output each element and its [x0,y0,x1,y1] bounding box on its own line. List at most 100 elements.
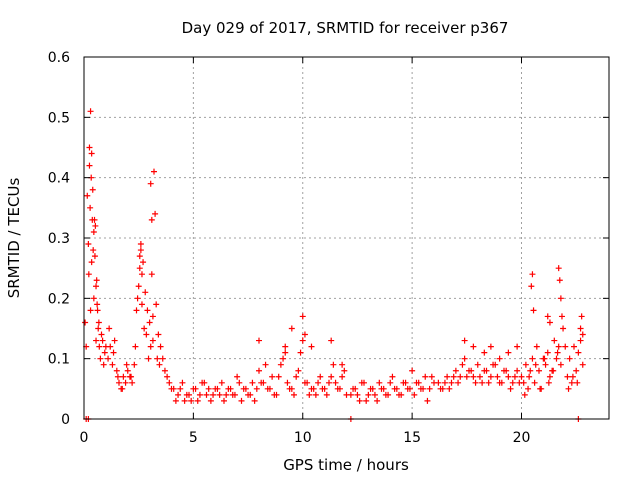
data-point [560,325,567,332]
data-point [205,385,212,392]
data-point [148,216,155,223]
data-point [481,349,488,356]
data-point [509,379,516,386]
data-point [93,283,100,290]
data-point [575,349,582,356]
data-point [542,361,549,368]
data-point [137,247,144,254]
data-point [256,337,262,344]
data-point [526,373,533,380]
data-point [140,259,147,266]
data-point [152,210,159,217]
data-point [236,379,243,386]
data-point [507,385,514,392]
data-point [141,325,148,332]
data-point [107,343,114,350]
data-point [317,373,324,380]
data-point [426,385,433,392]
data-point [86,162,93,169]
data-point [435,379,442,386]
data-point [124,367,131,374]
data-point [95,325,102,332]
data-point [533,343,540,350]
data-point [470,373,477,380]
data-point [490,361,497,368]
data-point [457,373,464,380]
data-point [568,379,575,386]
data-point [151,168,157,175]
data-point [437,385,444,392]
data-point [312,391,319,398]
y-tick-label: 0.6 [48,50,70,66]
y-axis-label: SRMTID / TECUs [5,178,23,299]
data-point [411,391,418,398]
data-points [82,108,586,422]
data-point [339,373,346,380]
x-tick-label: 15 [403,430,421,446]
data-point [487,343,494,350]
data-point [99,337,106,344]
data-point [463,373,470,380]
data-point [579,361,586,368]
data-point [113,367,120,374]
data-point [188,397,195,404]
data-point [149,337,156,344]
data-point [474,361,481,368]
data-point [550,367,557,374]
data-point [498,379,505,386]
data-point [157,343,164,350]
data-point [134,295,141,302]
data-point [91,216,98,223]
data-point [557,295,564,302]
data-point [282,349,289,356]
data-point [441,379,448,386]
data-point [529,271,536,278]
data-point [181,397,188,404]
data-point [496,355,503,362]
data-point [530,307,537,314]
data-point [494,373,501,380]
data-point [166,379,173,386]
data-point [288,385,295,392]
data-point [100,361,107,368]
data-point [96,343,103,350]
data-point [536,367,542,374]
data-point [101,349,108,356]
data-point [238,397,245,404]
data-point [262,361,269,368]
data-point [97,355,104,362]
data-point [223,391,230,398]
data-point [556,277,563,284]
data-point [461,355,468,362]
data-point [393,385,400,392]
data-point [258,379,265,386]
data-point [472,379,479,386]
data-point [409,367,416,374]
data-point [90,295,97,302]
data-point [332,379,339,386]
data-point [424,397,431,404]
x-tick-label: 0 [80,430,89,446]
data-point [249,379,256,386]
data-point [120,373,127,380]
data-point [455,379,462,386]
data-point [363,397,370,404]
y-tick-label: 0.3 [48,231,70,247]
data-point [86,144,93,151]
data-point [251,397,258,404]
data-point [90,247,97,254]
chart-title: Day 029 of 2017, SRMTID for receiver p36… [182,19,509,37]
data-point [170,385,177,392]
data-point [341,367,348,374]
data-point [156,361,163,368]
data-point [137,241,144,248]
data-point [511,373,518,380]
data-point [123,361,130,368]
data-point [479,379,486,386]
data-point [253,385,260,392]
data-point [93,337,100,344]
data-point [476,373,483,380]
data-point [385,391,392,398]
data-point [297,349,304,356]
data-point [571,343,577,350]
